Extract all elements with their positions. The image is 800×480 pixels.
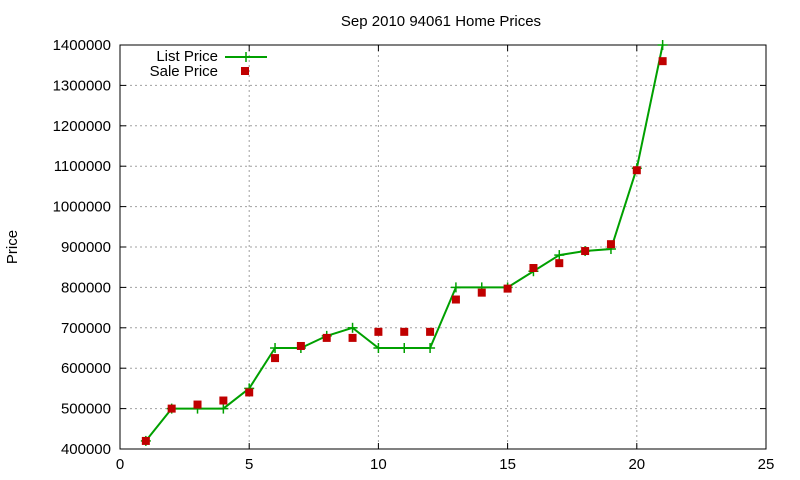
data-point-list-price: [270, 343, 281, 353]
data-point-sale-price: [606, 240, 615, 249]
x-tick-label: 25: [758, 456, 775, 473]
data-point-sale-price: [374, 327, 383, 336]
series-sale-price: [141, 57, 667, 445]
y-tick-label: 1400000: [53, 37, 111, 54]
y-tick-label: 1300000: [53, 77, 111, 94]
data-point-sale-price: [477, 288, 486, 297]
x-tick-label: 20: [628, 456, 645, 473]
legend-label-sale-price: Sale Price: [150, 63, 218, 80]
data-point-sale-price: [400, 327, 409, 336]
x-tick-label: 5: [245, 456, 253, 473]
series-line-list-price: [145, 44, 664, 442]
data-point-sale-price: [632, 166, 641, 175]
legend-marker-sale-price: [241, 67, 249, 75]
legend-label-list-price: List Price: [156, 48, 218, 65]
data-point-sale-price: [322, 333, 331, 342]
data-point-sale-price: [658, 57, 667, 66]
data-point-list-price: [218, 403, 229, 414]
data-point-list-price: [657, 40, 668, 50]
y-tick-label: 1100000: [54, 158, 111, 175]
series-layer: [140, 40, 668, 446]
data-point-sale-price: [141, 436, 150, 445]
data-point-list-price: [347, 322, 358, 333]
y-axis-label: Price: [4, 230, 21, 264]
data-point-sale-price: [348, 333, 357, 342]
data-point-sale-price: [219, 396, 228, 405]
tick-layer: 0 5 10 15 20 25 400000 500000 600000 700000 800000…: [53, 37, 775, 473]
y-tick-label: 900000: [61, 239, 111, 256]
y-tick-label: 500000: [61, 401, 111, 418]
x-tick-label: 15: [499, 456, 516, 473]
data-point-list-price: [399, 343, 410, 353]
y-tick-label: 1000000: [53, 199, 111, 216]
legend-marker-list-price: [241, 52, 251, 62]
data-point-sale-price: [426, 327, 435, 336]
legend: List Price Sale Price: [150, 48, 267, 80]
y-tick-label: 700000: [61, 320, 111, 337]
data-point-sale-price: [451, 295, 460, 304]
data-point-list-price: [373, 343, 384, 353]
series-list-price: [140, 40, 668, 446]
y-tick-label: 400000: [61, 441, 111, 458]
chart-title: Sep 2010 94061 Home Prices: [341, 13, 541, 30]
data-point-sale-price: [296, 341, 305, 350]
grid-layer: [120, 45, 766, 449]
data-point-sale-price: [581, 247, 590, 256]
data-point-sale-price: [529, 264, 538, 273]
data-point-list-price: [450, 282, 461, 293]
y-tick-label: 1200000: [53, 118, 111, 135]
data-point-sale-price: [271, 354, 280, 363]
data-point-sale-price: [245, 388, 254, 397]
data-point-sale-price: [193, 400, 202, 409]
data-point-sale-price: [167, 404, 176, 413]
data-point-sale-price: [503, 284, 512, 293]
data-point-sale-price: [555, 259, 564, 268]
x-tick-label: 10: [370, 456, 387, 473]
y-tick-label: 600000: [61, 360, 111, 377]
x-tick-label: 0: [116, 456, 124, 473]
data-point-list-price: [425, 343, 436, 353]
data-point-list-price: [554, 250, 565, 261]
y-tick-label: 800000: [61, 279, 111, 296]
